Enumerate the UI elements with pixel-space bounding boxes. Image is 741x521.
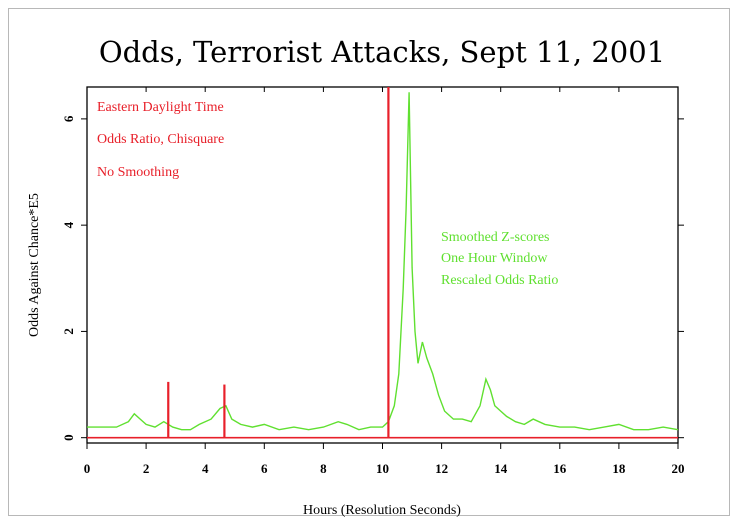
- x-tick-label-9: 18: [612, 461, 626, 476]
- x-tick-label-1: 2: [143, 461, 150, 476]
- annotation-red-1: Eastern Daylight Time: [97, 100, 224, 115]
- chart-title: Odds, Terrorist Attacks, Sept 11, 2001: [99, 35, 665, 69]
- annotation-red-3: No Smoothing: [97, 165, 179, 180]
- chart-frame: [8, 8, 730, 516]
- x-tick-label-3: 6: [261, 461, 268, 476]
- y-tick-label-0: 0: [61, 434, 76, 441]
- x-tick-label-5: 10: [376, 461, 389, 476]
- green-series-line: [87, 92, 679, 431]
- y-tick-label-3: 6: [61, 115, 76, 122]
- x-tick-label-4: 8: [320, 461, 327, 476]
- annotation-red-2: Odds Ratio, Chisquare: [97, 132, 224, 147]
- green-series: [87, 92, 679, 431]
- x-tick-label-10: 20: [672, 461, 685, 476]
- y-tick-label-2: 4: [61, 221, 76, 228]
- x-tick-label-8: 16: [553, 461, 567, 476]
- annotation-green-1: Smoothed Z-scores: [441, 230, 549, 245]
- y-axis-label: Odds Against Chance*E5: [27, 193, 42, 337]
- annotation-green-2: One Hour Window: [441, 251, 548, 266]
- y-axis-ticks: 0 2 4 6: [61, 115, 684, 441]
- y-tick-label-1: 2: [61, 328, 76, 335]
- annotation-green-3: Rescaled Odds Ratio: [441, 273, 558, 288]
- x-tick-label-2: 4: [202, 461, 209, 476]
- x-tick-label-0: 0: [84, 461, 91, 476]
- x-axis-ticks: 0 2 4 6 8 10 12 14 16 18 20: [84, 87, 685, 476]
- x-tick-label-7: 14: [494, 461, 508, 476]
- red-series: [87, 87, 678, 439]
- x-tick-label-6: 12: [435, 461, 448, 476]
- x-axis-label: Hours (Resolution Seconds): [303, 503, 461, 518]
